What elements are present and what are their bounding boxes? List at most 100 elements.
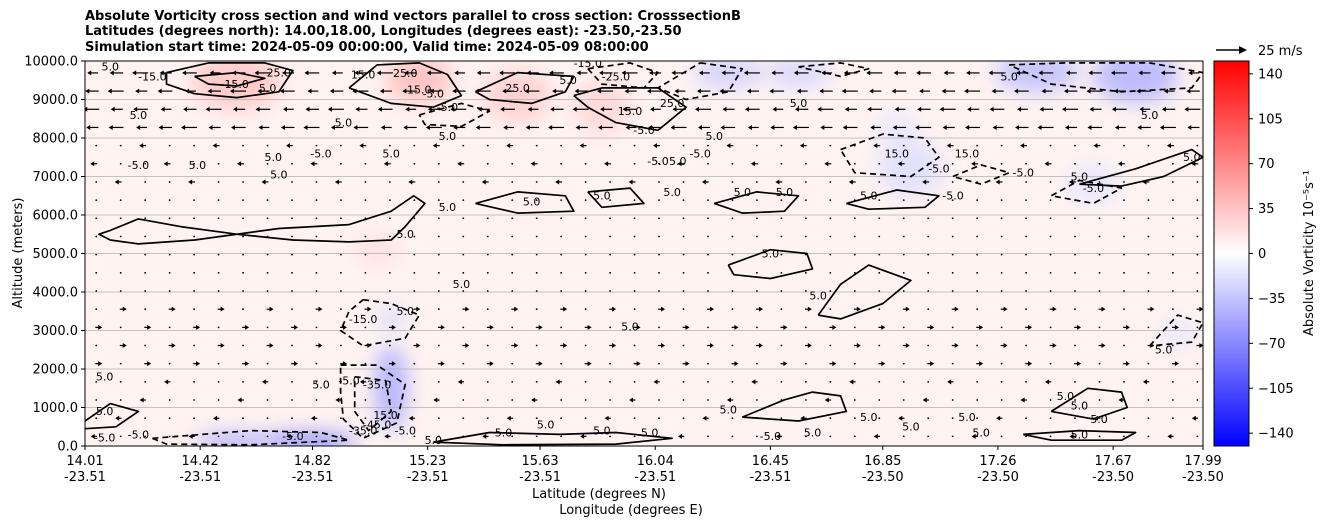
wind-vector-head	[702, 415, 707, 421]
wind-vector-head	[86, 124, 91, 130]
wind-vector-dot	[1000, 253, 1003, 256]
wind-vector-head	[171, 306, 176, 312]
wind-vector-dot	[707, 144, 709, 147]
wind-vector-dot	[1025, 199, 1027, 202]
wind-vector-dot	[511, 326, 514, 329]
wind-vector-dot	[193, 399, 196, 401]
wind-vector-dot	[1049, 399, 1052, 401]
wind-vector-dot	[388, 308, 391, 311]
contour-label: 5.0	[860, 411, 878, 424]
wind-vector-dot	[902, 144, 905, 147]
wind-vector-head	[377, 106, 382, 112]
wind-vector-dot	[1196, 253, 1199, 256]
wind-vector-head	[625, 124, 630, 130]
wind-vector-head	[971, 161, 976, 167]
wind-vector-dot	[951, 162, 954, 165]
wind-vector-dot	[144, 308, 147, 311]
wind-vector-dot	[1098, 217, 1101, 220]
wind-vector-head	[1188, 70, 1193, 76]
wind-vector-head	[237, 161, 242, 167]
wind-vector-head	[966, 70, 971, 76]
wind-vector-head	[90, 161, 95, 167]
wind-vector-dot	[388, 253, 391, 256]
wind-vector-dot	[1000, 235, 1003, 238]
wind-vector-dot	[364, 181, 367, 183]
wind-vector-dot	[413, 435, 416, 438]
wind-vector-dot	[1098, 253, 1101, 256]
wind-vector-head	[807, 306, 812, 312]
contour-label: -5.0	[128, 159, 149, 172]
wind-vector-dot	[486, 235, 489, 238]
wind-vector-dot	[1049, 435, 1052, 438]
wind-vector-head	[897, 161, 902, 167]
wind-vector-dot	[731, 181, 734, 183]
wind-vector-dot	[560, 417, 563, 420]
wind-vector-head	[597, 88, 602, 94]
contour-solid	[727, 248, 814, 280]
wind-vector-dot	[829, 290, 832, 292]
wind-vector-dot	[756, 253, 758, 256]
contour-solid	[475, 191, 575, 214]
wind-vector-dot	[1049, 181, 1052, 183]
wind-vector-head	[685, 361, 690, 367]
plot-area: 15.025.0 25.015.015.0-5.0 25.05.0-15.0-25.…	[84, 60, 1204, 447]
wind-vector-head	[85, 88, 90, 94]
wind-vector-dot	[1172, 344, 1174, 347]
y-axis-ticks: 0.0 1000.0 2000.0 3000.0 4000.0 5000.0 6000.0 7…	[24, 55, 85, 455]
wind-vector-head	[402, 88, 407, 94]
x-axis-label-lat: Latitude (degrees N)	[532, 487, 666, 502]
wind-vector-dot	[119, 362, 122, 365]
colorbar-tick-label: −35	[1258, 292, 1285, 307]
wind-vector-dot	[853, 362, 856, 365]
wind-vector-dot	[168, 435, 171, 438]
wind-vector-dot	[804, 235, 807, 238]
wind-vector-dot	[927, 435, 930, 438]
wind-vector-dot	[707, 435, 709, 438]
wind-vector-head	[612, 343, 617, 349]
wind-vector-dot	[976, 380, 979, 383]
wind-vector-dot	[1074, 308, 1076, 311]
wind-vector-head	[661, 343, 666, 349]
wind-vector-dot	[535, 235, 538, 238]
wind-vector-dot	[168, 399, 171, 401]
wind-vector-head	[90, 433, 95, 439]
wind-vector-dot	[242, 217, 244, 220]
wind-vector-dot	[1123, 253, 1125, 256]
wind-vector-dot	[609, 235, 612, 238]
wind-vector-dot	[1098, 435, 1101, 438]
wind-vector-dot	[633, 144, 636, 147]
wind-vector-dot	[731, 235, 734, 238]
wind-vector-head	[1015, 124, 1020, 130]
x-tick-label-lat: 16.04	[637, 454, 674, 469]
wind-vector-dot	[633, 290, 636, 292]
wind-vector-dot	[1049, 362, 1052, 365]
wind-vector-head	[432, 143, 437, 149]
wind-vector-dot	[1098, 362, 1101, 365]
wind-vector-dot	[1000, 271, 1003, 274]
contour-label: -5.0	[423, 88, 444, 101]
y-tick-label: 5000.0	[33, 247, 79, 262]
wind-vector-dot	[584, 290, 587, 292]
wind-vector-head	[758, 343, 763, 349]
wind-vector-head	[262, 379, 267, 385]
wind-vector-dot	[95, 144, 98, 147]
wind-vector-dot	[1025, 271, 1027, 274]
wind-vector-dot	[1098, 326, 1101, 329]
wind-vector-head	[1020, 143, 1025, 149]
wind-vector-dot	[1123, 380, 1125, 383]
wind-vector-dot	[1098, 380, 1101, 383]
wind-vector-head	[304, 70, 309, 76]
wind-vector-dot	[829, 217, 832, 220]
wind-vector-dot	[340, 217, 342, 220]
contour-label: 5.0	[1071, 428, 1089, 441]
wind-vector-head	[426, 70, 431, 76]
wind-vector-head	[694, 106, 699, 112]
wind-vector-dot	[1172, 271, 1174, 274]
wind-vector-dot	[658, 199, 660, 202]
wind-vector-head	[232, 70, 237, 76]
field-blob	[483, 68, 552, 123]
wind-vector-dot	[388, 217, 391, 220]
wind-vector-dot	[1025, 308, 1027, 311]
wind-vector-head	[1016, 70, 1021, 76]
wind-vector-dot	[1123, 181, 1125, 183]
